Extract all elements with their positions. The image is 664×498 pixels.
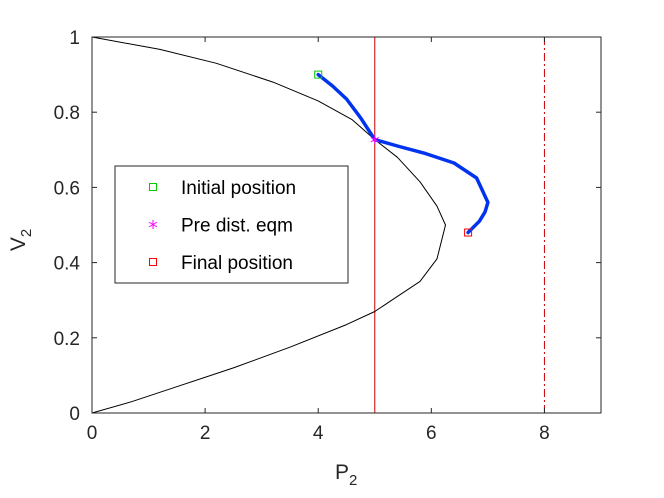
legend: Initial position Pre dist. eqm Final posit…	[114, 165, 349, 284]
data-layer	[91, 36, 545, 414]
marker-point-2	[370, 135, 379, 145]
y-tick-label: 1	[69, 28, 80, 49]
plot-frame	[91, 36, 602, 414]
legend-symbol-1	[149, 183, 157, 191]
y-tick-label: 0.8	[54, 103, 80, 124]
marker-point-3	[464, 228, 473, 237]
y-tick-label: 0.4	[54, 254, 81, 275]
x-axis-title: P2	[335, 461, 357, 489]
y-axis-title: V2	[7, 229, 35, 251]
trajectory-line	[316, 72, 490, 235]
x-tick-label: 6	[426, 423, 437, 444]
legend-label-3: Final position	[181, 253, 293, 274]
x-tick-label: 0	[87, 423, 98, 444]
legend-symbol-3	[149, 258, 157, 266]
legend-label-2: Pre dist. eqm	[181, 216, 293, 237]
marker-layer	[314, 70, 473, 237]
x-tick-label: 4	[313, 423, 324, 444]
y-tick-label: 0.2	[54, 329, 80, 350]
marker-point-1	[314, 70, 323, 79]
x-tick-label: 8	[539, 423, 550, 444]
legend-label-1: Initial position	[181, 178, 296, 199]
legend-symbol-2	[148, 220, 158, 229]
y-tick-label: 0.6	[54, 178, 80, 199]
pv-curve-line	[91, 36, 446, 414]
tick-layer: 0 2 4 6 8 0 0.2 0.4 0.6 0.8 1	[54, 28, 601, 444]
x-tick-label: 2	[200, 423, 211, 444]
y-tick-label: 0	[69, 404, 80, 425]
